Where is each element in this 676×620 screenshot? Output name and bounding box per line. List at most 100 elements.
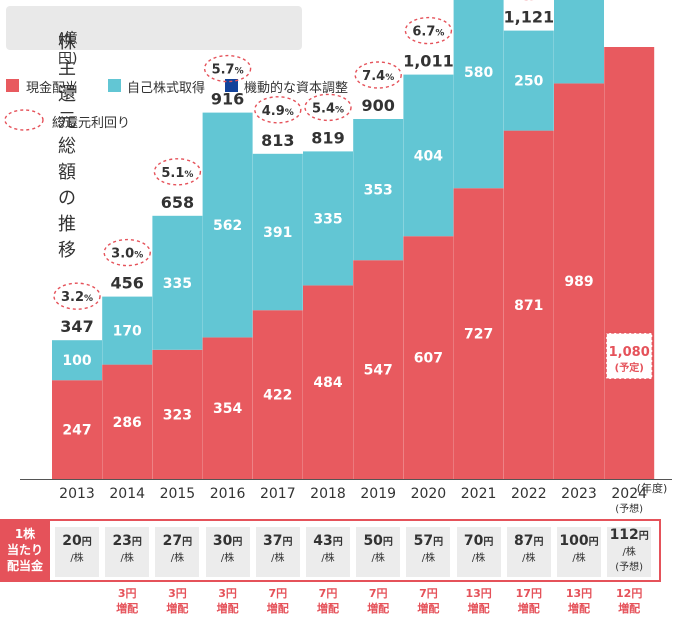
dividend-increase-amount-2024: 12円 [616, 587, 643, 600]
yield-circle-2018 [304, 93, 352, 122]
dividend-value-2014: 23円 [112, 533, 142, 549]
dividend-value-2024: 112円 [609, 527, 649, 543]
yield-value-2017: 4.9 [262, 104, 285, 119]
dividend-forecast-note: (予想) [615, 562, 644, 573]
dividend-per-share-2015: /株 [170, 553, 185, 564]
dividend-cell-2015: 27円/株 [155, 527, 200, 577]
x-tick-2017: 2017 [260, 486, 296, 502]
yield-value-2013: 3.2 [61, 290, 84, 305]
bar-buyback-2013 [52, 340, 102, 381]
dividend-value-2017: 37円 [263, 533, 293, 549]
bar-dividend-2015 [152, 349, 203, 479]
dividend-value-2013: 20円 [62, 533, 92, 549]
bar-buyback-2018 [303, 151, 353, 286]
bar-buyback-2023 [554, 0, 604, 84]
data-label-buyback-2015: 335 [163, 276, 192, 292]
dividend-increase-2017: 7円増配 [253, 586, 303, 616]
bar-dividend-2016 [202, 337, 253, 479]
data-label-dividend-2015: 323 [163, 407, 192, 423]
dividend-increase-2023: 13円 増配 [554, 586, 604, 616]
data-label-buyback-2019: 353 [364, 183, 393, 199]
dividend-per-share-2016: /株 [220, 553, 235, 564]
total-label-2019: 900 [361, 96, 394, 115]
data-label-dividend-2020: 607 [414, 351, 443, 367]
dividend-label-line-3: 配当金 [6, 559, 43, 573]
dividend-per-share-2014: /株 [120, 553, 134, 564]
yield-unit-2019: % [385, 73, 394, 83]
dividend-value-2015: 27円 [162, 533, 193, 549]
yield-label-2020: 6.7% [412, 25, 444, 40]
x-tick-2022: 2022 [511, 486, 547, 502]
bar-dividend-2018 [303, 285, 353, 479]
data-label-buyback-2018: 335 [313, 211, 342, 227]
dividend-unit-2020: 円 [433, 537, 444, 548]
dividend-row-label: 1株 当たり 配当金 [0, 519, 50, 582]
yield-label-2016: 5.7% [212, 63, 244, 78]
x-tick-2021: 2021 [461, 486, 497, 502]
dividend-unit-2018: 円 [332, 537, 343, 548]
dividend-cell-2023: 100円/株 [557, 527, 601, 577]
yield-unit-2018: % [335, 105, 344, 115]
dividend-cell-2021: 70円/株 [456, 527, 501, 577]
dividend-value-2020: 57円 [413, 533, 444, 549]
yield-value-2019: 7.4 [362, 69, 385, 84]
dividend-cell-2020: 57円/株 [406, 527, 451, 577]
forecast-note: (予定) [615, 361, 644, 374]
dividend-label-line-2: 当たり [6, 543, 43, 557]
dividend-increase-2021: 13円 増配 [454, 586, 504, 616]
total-label-2017: 813 [261, 131, 294, 150]
title-box: 株主還元総額の推移 (億円) [6, 6, 302, 261]
dividend-per-share-2018: /株 [321, 553, 335, 564]
dividend-increase-word-2017: 増配 [266, 602, 289, 615]
yield-value-2020: 6.7 [412, 25, 435, 40]
legend-buyback: 自己株式取得 [127, 81, 206, 96]
x-tick-2024: 2024 [611, 486, 647, 502]
total-label-2014: 456 [110, 274, 143, 293]
yield-value-2015: 5.1 [161, 166, 184, 181]
dividend-value-2022: 87円 [514, 533, 544, 549]
total-label-2015: 658 [161, 193, 194, 212]
dividend-unit-2022: 円 [533, 537, 544, 548]
dividend-increase-2024: 12円増配 [604, 586, 654, 616]
yield-label-2014: 3.0% [111, 247, 143, 262]
dividend-per-share-2024: /株 [622, 547, 636, 558]
dividend-unit-2021: 円 [483, 537, 494, 548]
yield-circle-2016 [203, 54, 252, 83]
yield-label-2015: 5.1% [161, 166, 193, 181]
data-label-buyback-2017: 391 [263, 225, 292, 241]
dividend-unit-2019: 円 [382, 537, 393, 548]
dividend-value-2023: 100円 [559, 533, 599, 549]
dividend-increase-word-2020: 増配 [417, 602, 440, 615]
dividend-per-share-2020: /株 [421, 553, 436, 564]
data-label-buyback-2014: 170 [113, 324, 142, 340]
dividend-cell-2022: 87円/株 [506, 527, 551, 577]
bar-buyback-2022 [503, 30, 554, 131]
dividend-unit-2024: 円 [638, 531, 649, 542]
dividend-increase-word-2024: 増配 [618, 602, 641, 615]
dividend-cell-2019: 50円/株 [356, 527, 401, 577]
dividend-increase-amount-2016: 3円 [218, 587, 237, 600]
yield-label-2018: 5.4% [312, 101, 344, 116]
data-label-buyback-2013: 100 [62, 353, 91, 369]
dividend-increase-amount-2015: 3円 [168, 587, 187, 600]
dividend-cell-2024: 112円/株 (予想) [607, 527, 652, 577]
legend-yield: 総還元利回り [52, 116, 131, 131]
yield-unit-2020: % [435, 29, 444, 39]
data-label-dividend-2018: 484 [313, 375, 342, 391]
data-label-dividend-2013: 247 [62, 423, 91, 439]
legend-swatch-buyback [108, 79, 121, 92]
bar-dividend-2019 [353, 260, 404, 479]
dividend-increase-amount-2017: 7円 [268, 587, 288, 600]
bar-buyback-2014 [102, 296, 153, 365]
x-tick-2013: 2013 [59, 486, 95, 502]
stacked-bar-chart: 247 100 347 3.2% 2013 286 170 456 3.0% 2014 323 335… [20, 0, 672, 515]
dividend-unit-2015: 円 [182, 537, 193, 548]
x-tick-2014: 2014 [109, 486, 145, 502]
bar-dividend-2023 [554, 83, 604, 480]
dividend-increase-2022: 17円 増配 [504, 586, 554, 616]
yield-circle-2020 [404, 16, 453, 45]
total-label-2022: 1,121 [503, 8, 554, 27]
dividend-value-2021: 70円 [463, 533, 494, 549]
dividend-increase-word-2023: 増配 [568, 602, 590, 615]
yield-label-2017: 4.9% [262, 104, 294, 119]
